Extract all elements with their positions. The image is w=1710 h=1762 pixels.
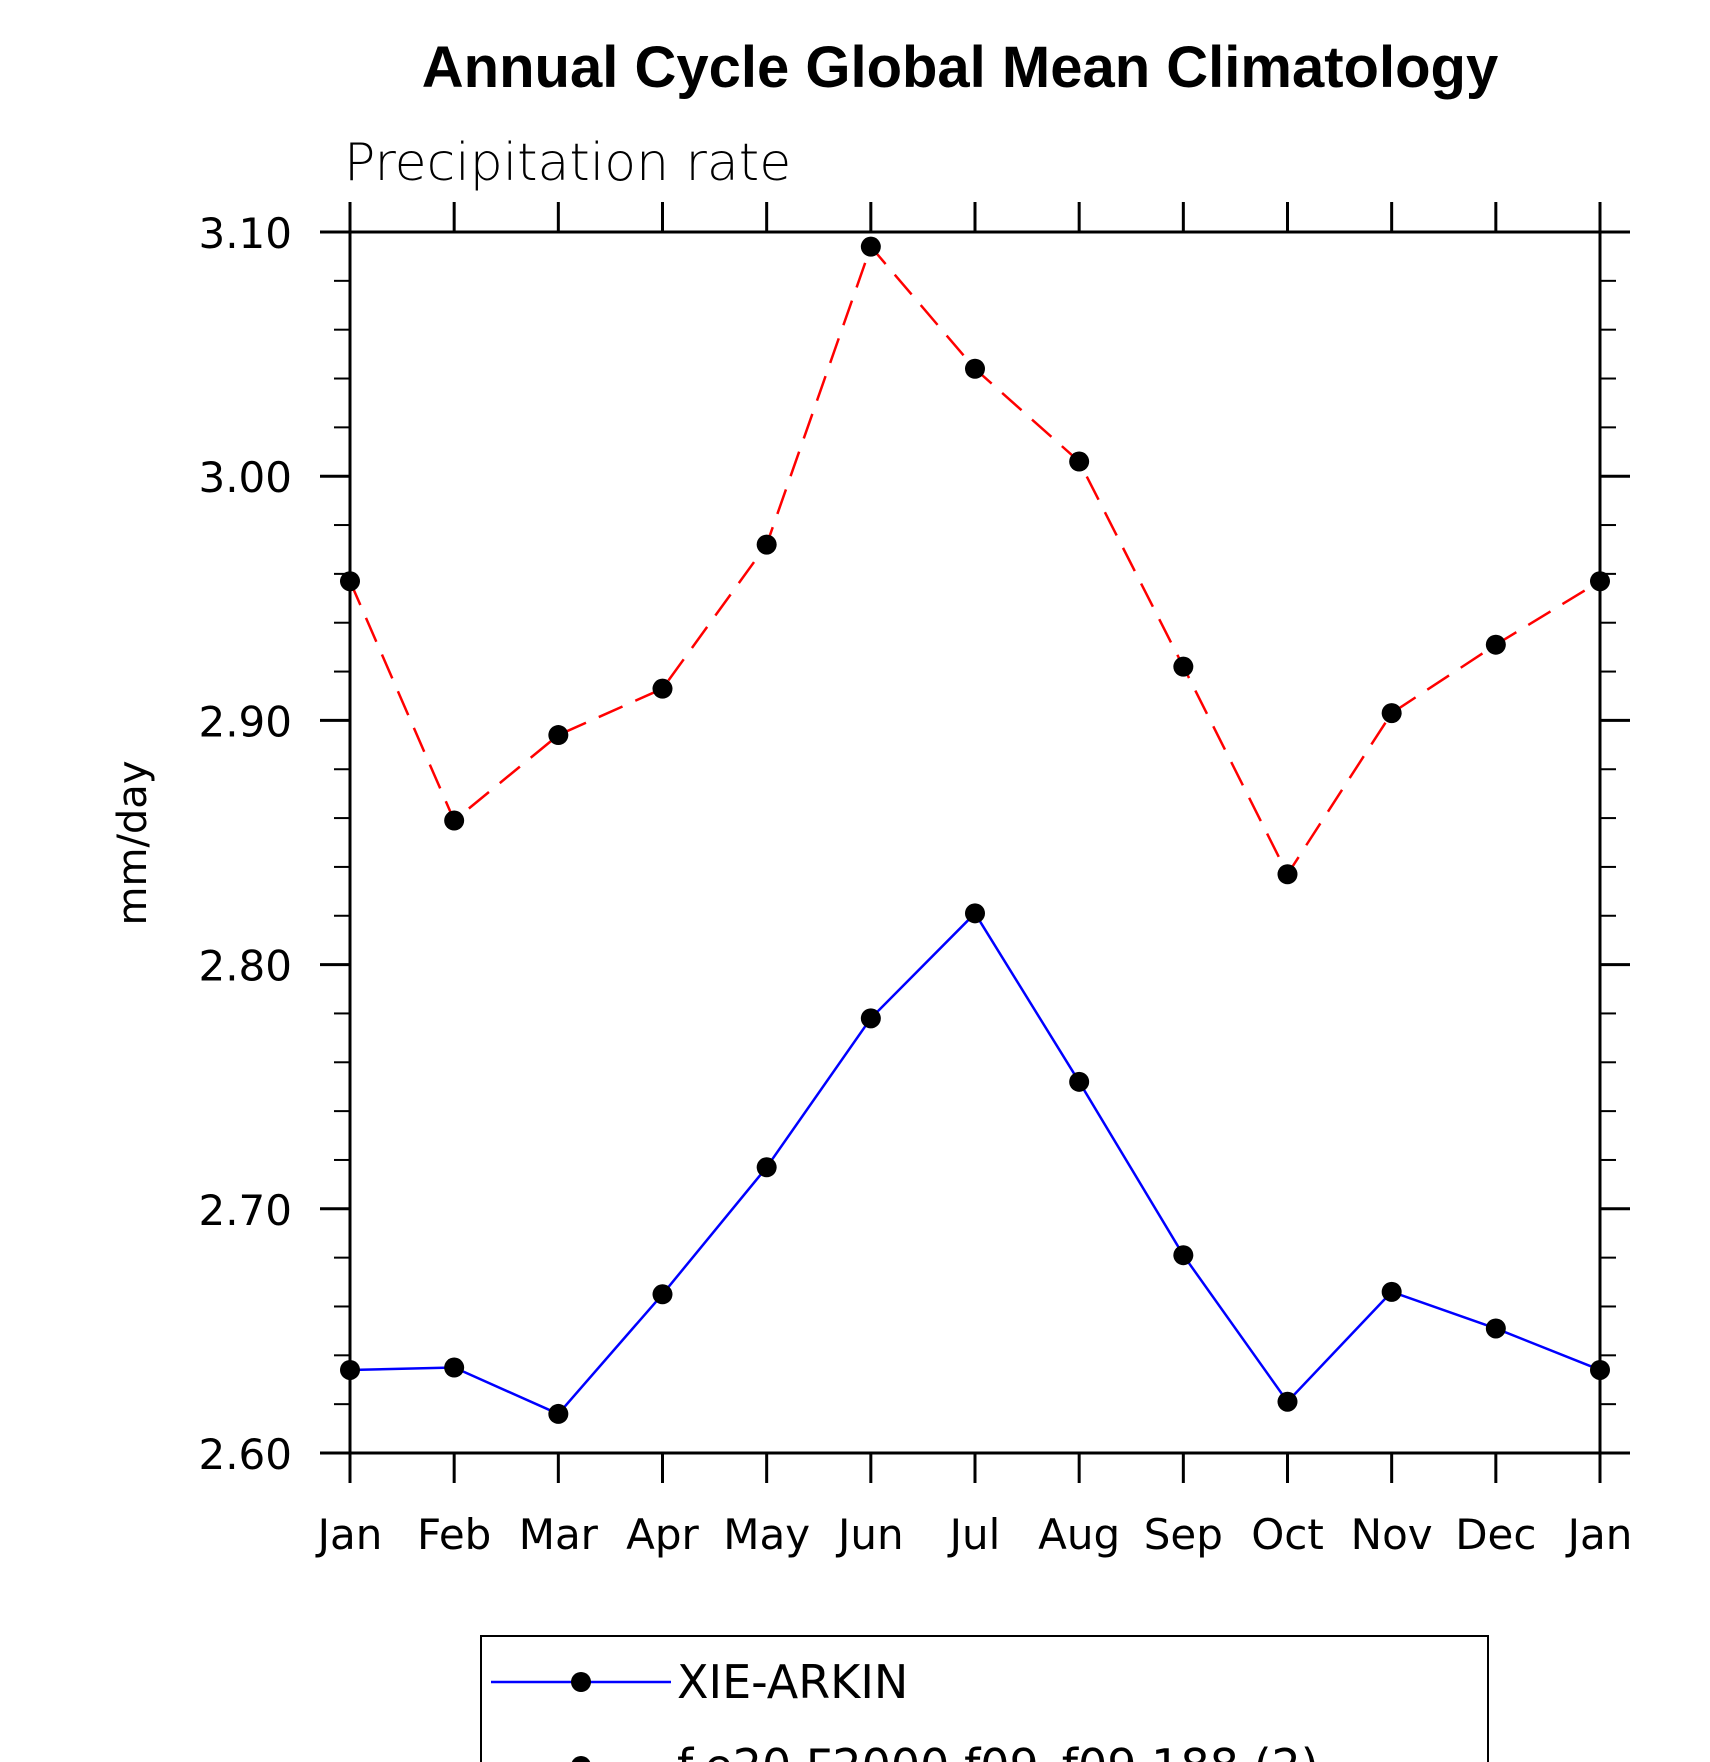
y-tick-label: 2.80: [198, 942, 292, 991]
series-2-point: [444, 810, 465, 831]
y-tick-label: 3.00: [198, 453, 292, 502]
series-2-point: [965, 358, 985, 379]
x-tick-label: May: [723, 1510, 810, 1559]
plot-frame: [348, 230, 1602, 1455]
series-2-point: [1381, 703, 1402, 724]
series-1-point: [1277, 1391, 1298, 1412]
legend-box: [480, 1635, 1489, 1762]
series-2-point: [1277, 864, 1298, 885]
chart-subtitle: Precipitation rate: [344, 133, 791, 193]
series-1-point: [756, 1157, 777, 1178]
series-1-point: [652, 1284, 673, 1305]
series-2-point: [652, 678, 673, 699]
legend: XIE-ARKIN f.e20.F2000.f09_f09.188 (2): [480, 1635, 1489, 1762]
series-1-point: [1173, 1245, 1194, 1266]
series-line-1: [349, 911, 1601, 1416]
series-1-point: [1381, 1281, 1402, 1302]
y-tick-label: 2.70: [198, 1186, 292, 1235]
x-tick-label: Oct: [1251, 1510, 1324, 1559]
x-tick-label: Aug: [1038, 1510, 1120, 1559]
chart-title: Annual Cycle Global Mean Climatology: [422, 35, 1498, 100]
series-2-point: [1485, 634, 1506, 655]
y-tick-label: 2.90: [198, 697, 292, 746]
series-1-point: [1590, 1359, 1610, 1380]
y-axis-label: mm/day: [110, 761, 156, 926]
series-2-point: [860, 236, 881, 257]
series-1-point: [1069, 1071, 1090, 1092]
series-2-point: [1590, 571, 1610, 592]
series-1-point: [860, 1008, 881, 1029]
x-tick-label: Feb: [417, 1510, 491, 1559]
series-line-2: [348, 244, 1601, 877]
x-tick-label: Dec: [1455, 1510, 1536, 1559]
series-1-point: [444, 1357, 465, 1378]
series-2-point: [1173, 656, 1194, 677]
series-1-point: [340, 1359, 360, 1380]
x-tick-label: Sep: [1144, 1510, 1223, 1559]
y-tick-label: 2.60: [198, 1430, 292, 1479]
legend-marker-1: [571, 1672, 591, 1692]
series-2-point: [548, 725, 569, 746]
x-tick-label: Nov: [1351, 1510, 1433, 1559]
legend-marker-2: [571, 1756, 591, 1762]
series-2-point: [1069, 451, 1090, 472]
series-1-point: [1485, 1318, 1506, 1339]
y-tick-label: 3.10: [198, 209, 292, 258]
x-tick-label: Mar: [519, 1510, 599, 1559]
x-tick-label: Jul: [947, 1510, 1001, 1559]
x-tick-label: Apr: [626, 1510, 699, 1559]
series-2-point: [756, 534, 777, 555]
legend-label-2: f.e20.F2000.f09_f09.188 (2): [677, 1739, 1319, 1762]
plot-area: Jan Feb Mar Apr May Jun Jul Aug Sep Oct Nov Dec Jan 2…: [198, 202, 1632, 1559]
series-1-point: [548, 1403, 569, 1424]
series-1-point: [965, 903, 985, 924]
x-tick-label: Jan: [315, 1510, 383, 1559]
x-tick-label: Jan: [1565, 1510, 1633, 1559]
series-2-point: [340, 571, 360, 592]
x-tick-label: Jun: [835, 1510, 904, 1559]
legend-label-1: XIE-ARKIN: [677, 1655, 908, 1709]
